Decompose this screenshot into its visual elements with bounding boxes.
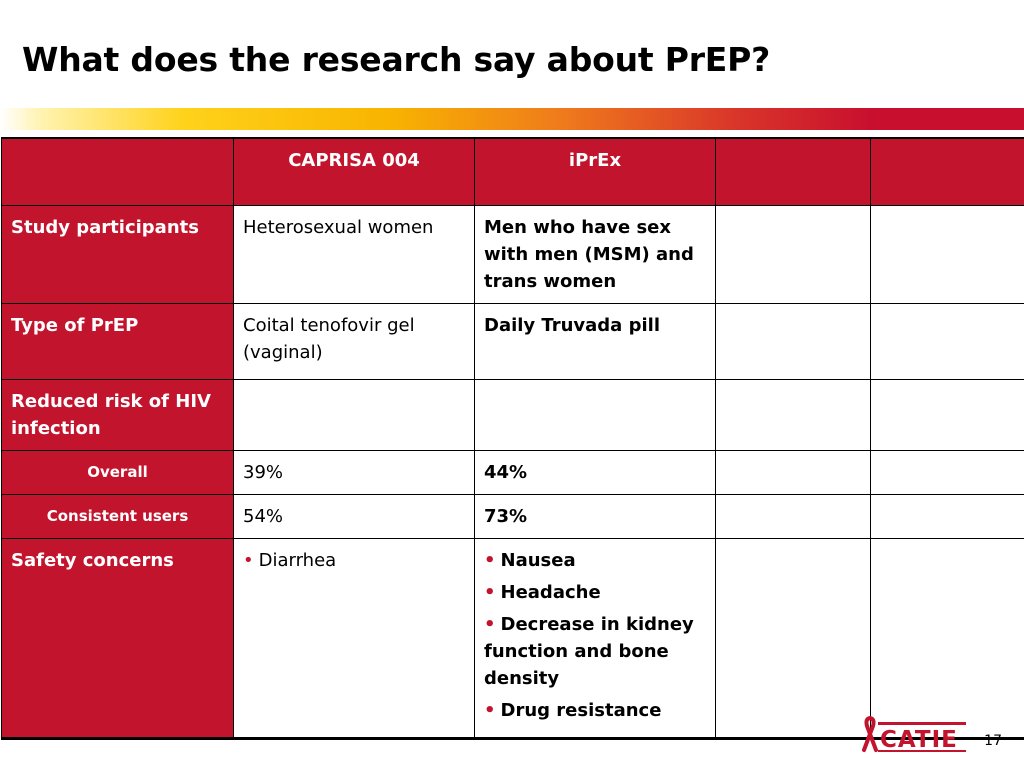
- table-row: Type of PrEP Coital tenofovir gel (vagin…: [1, 302, 1024, 380]
- empty-cell: [870, 302, 1024, 380]
- row-label-consistent: Consistent users: [1, 493, 234, 539]
- cell-iprex-type: Daily Truvada pill: [474, 302, 716, 380]
- gradient-bar: [0, 108, 1024, 130]
- cell-caprisa-consistent: 54%: [233, 493, 475, 539]
- header-row: CAPRISA 004 iPrEx: [1, 137, 1024, 206]
- empty-cell: [715, 537, 871, 740]
- header-empty-col5: [870, 137, 1024, 206]
- bullet-icon: •: [484, 613, 496, 635]
- list-item: • Headache: [484, 579, 706, 606]
- list-item-text: Diarrhea: [258, 549, 337, 571]
- row-label-risk: Reduced risk of HIV infection: [1, 378, 234, 451]
- empty-cell: [474, 378, 716, 451]
- list-item-text: Headache: [500, 581, 601, 603]
- page-number: 17: [984, 733, 1002, 749]
- empty-cell: [715, 204, 871, 304]
- empty-cell: [870, 537, 1024, 740]
- cell-caprisa-participants: Heterosexual women: [233, 204, 475, 304]
- comparison-table: CAPRISA 004 iPrEx Study participants Het…: [1, 137, 1024, 740]
- cell-caprisa-safety: • Diarrhea: [233, 537, 475, 740]
- empty-cell: [715, 302, 871, 380]
- row-label-safety: Safety concerns: [1, 537, 234, 740]
- bullet-icon: •: [243, 549, 254, 571]
- empty-cell: [870, 493, 1024, 539]
- empty-cell: [233, 378, 475, 451]
- bar-divider: [0, 130, 1024, 132]
- header-empty-col4: [715, 137, 871, 206]
- cell-caprisa-overall: 39%: [233, 449, 475, 495]
- bullet-icon: •: [484, 699, 496, 721]
- list-item-text: Drug resistance: [500, 699, 662, 721]
- cell-iprex-overall: 44%: [474, 449, 716, 495]
- list-item: • Diarrhea: [243, 547, 465, 574]
- list-item-text: Nausea: [500, 549, 576, 571]
- table-row: Safety concerns • Diarrhea • Nausea • Heada…: [1, 537, 1024, 740]
- empty-cell: [870, 449, 1024, 495]
- empty-cell: [715, 378, 871, 451]
- cell-iprex-participants: Men who have sex with men (MSM) and tran…: [474, 204, 716, 304]
- list-item: • Drug resistance: [484, 697, 706, 724]
- row-label-overall: Overall: [1, 449, 234, 495]
- cell-iprex-consistent: 73%: [474, 493, 716, 539]
- list-item: • Decrease in kidney function and bone de…: [484, 611, 706, 692]
- table-row: Consistent users 54% 73%: [1, 493, 1024, 539]
- empty-cell: [715, 449, 871, 495]
- empty-cell: [870, 378, 1024, 451]
- table-row: Reduced risk of HIV infection: [1, 378, 1024, 451]
- header-caprisa: CAPRISA 004: [233, 137, 475, 206]
- header-empty-cell: [1, 137, 234, 206]
- bullet-icon: •: [484, 549, 496, 571]
- logo-text: CATIE: [880, 727, 958, 753]
- cell-iprex-safety: • Nausea • Headache • Decrease in kidney fu…: [474, 537, 716, 740]
- list-item: • Nausea: [484, 547, 706, 574]
- table-row: Overall 39% 44%: [1, 449, 1024, 495]
- bullet-icon: •: [484, 581, 496, 603]
- empty-cell: [870, 204, 1024, 304]
- empty-cell: [715, 493, 871, 539]
- catie-logo: CATIE: [862, 715, 966, 753]
- caprisa-safety-list: • Diarrhea: [243, 547, 465, 574]
- header-iprex: iPrEx: [474, 137, 716, 206]
- red-ribbon-icon: [862, 715, 878, 752]
- row-label-participants: Study participants: [1, 204, 234, 304]
- list-item-text: Decrease in kidney function and bone den…: [484, 613, 694, 689]
- slide-title: What does the research say about PrEP?: [22, 40, 771, 79]
- cell-caprisa-type: Coital tenofovir gel (vaginal): [233, 302, 475, 380]
- iprex-safety-list: • Nausea • Headache • Decrease in kidney fu…: [484, 547, 706, 724]
- table-row: Study participants Heterosexual women Me…: [1, 204, 1024, 304]
- row-label-type: Type of PrEP: [1, 302, 234, 380]
